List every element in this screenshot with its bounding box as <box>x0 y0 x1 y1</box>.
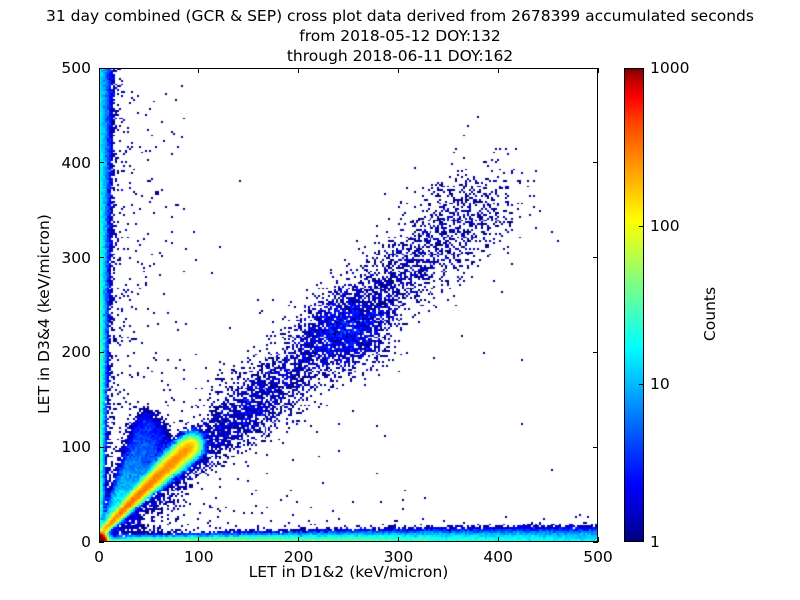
y-tick-300 <box>99 257 104 259</box>
x-tick-top-200 <box>298 68 300 73</box>
colorbar-tick-10 <box>639 383 644 385</box>
x-tick-100 <box>198 537 200 542</box>
x-tick-top-100 <box>198 68 200 73</box>
colorbar[interactable] <box>624 68 644 542</box>
title-line-3: through 2018-06-11 DOY:162 <box>286 47 514 65</box>
x-tick-400 <box>497 537 499 542</box>
y-axis-label: LET in D3&4 (keV/micron) <box>35 214 53 414</box>
y-tick-400 <box>99 162 104 164</box>
chart-title: 31 day combined (GCR & SEP) cross plot d… <box>0 6 800 66</box>
x-tick-top-400 <box>497 68 499 73</box>
y-tick-right-500 <box>593 67 598 69</box>
y-tick-right-0 <box>593 541 598 543</box>
colorbar-ticklabel-1: 1 <box>650 533 660 551</box>
y-tick-100 <box>99 446 104 448</box>
y-tick-right-200 <box>593 351 598 353</box>
x-ticklabel-500: 500 <box>583 548 613 566</box>
y-tick-right-400 <box>593 162 598 164</box>
density-scatter-layer <box>100 69 597 541</box>
y-ticklabel-200: 200 <box>61 343 91 362</box>
y-ticklabel-300: 300 <box>61 248 91 267</box>
y-tick-0 <box>99 541 104 543</box>
colorbar-ticklabel-1000: 1000 <box>650 59 690 77</box>
plot-area[interactable] <box>99 68 598 542</box>
title-line-1: 31 day combined (GCR & SEP) cross plot d… <box>46 7 754 25</box>
y-ticklabel-100: 100 <box>61 438 91 457</box>
y-tick-200 <box>99 351 104 353</box>
x-tick-200 <box>298 537 300 542</box>
x-ticklabel-400: 400 <box>483 548 513 566</box>
y-tick-500 <box>99 67 104 69</box>
x-ticklabel-300: 300 <box>383 548 414 566</box>
x-tick-top-300 <box>397 68 399 73</box>
colorbar-tick-100 <box>639 225 644 227</box>
x-tick-0 <box>98 537 100 542</box>
y-ticklabel-500: 500 <box>61 59 91 77</box>
x-tick-300 <box>397 537 399 542</box>
x-axis-label: LET in D1&2 (keV/micron) <box>248 563 449 581</box>
y-ticklabel-400: 400 <box>61 153 91 172</box>
colorbar-ticklabel-10: 10 <box>650 375 670 393</box>
y-tick-right-100 <box>593 446 598 448</box>
x-ticklabel-200: 200 <box>283 548 314 566</box>
x-tick-top-0 <box>98 68 100 73</box>
colorbar-ticklabel-100: 100 <box>650 217 680 235</box>
y-tick-right-300 <box>593 257 598 259</box>
colorbar-gradient <box>624 68 644 542</box>
colorbar-label: Counts <box>701 286 719 342</box>
x-tick-top-500 <box>597 68 599 73</box>
y-ticklabel-0: 0 <box>81 533 91 551</box>
x-ticklabel-0: 0 <box>94 548 104 566</box>
title-line-2: from 2018-05-12 DOY:132 <box>299 27 501 45</box>
x-tick-500 <box>597 537 599 542</box>
x-ticklabel-100: 100 <box>184 548 214 566</box>
